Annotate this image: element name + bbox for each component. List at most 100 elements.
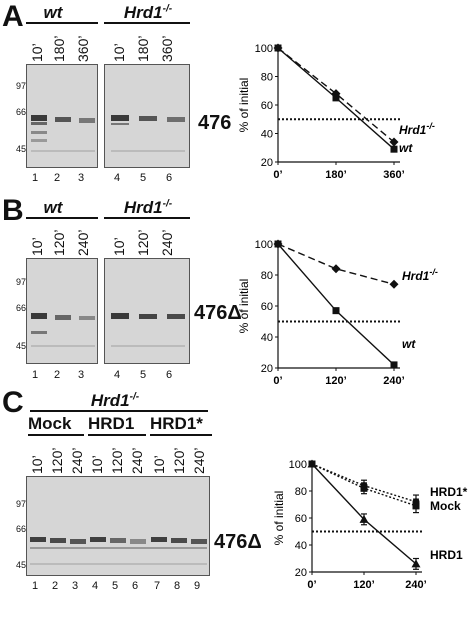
data-point [359, 514, 369, 523]
timepoint-label: 240’ [159, 229, 175, 256]
data-point [390, 361, 398, 369]
data-point [274, 240, 282, 248]
x-tick-label: 0’ [307, 579, 316, 591]
series-label: Mock [430, 499, 461, 513]
chart-b: 100 80 60 40 200’ 120’ 240’ % of initial Hrd1-/-… [237, 239, 438, 387]
timepoint-label: 10’ [29, 455, 45, 474]
x-tick-label: 240’ [383, 375, 404, 387]
series-label: wt [399, 141, 413, 155]
gel-image-b-wt [26, 258, 98, 364]
series-label: Hrd1-/- [399, 121, 435, 137]
construct-label-a: 476 [198, 112, 232, 134]
lane-number: 6 [165, 172, 173, 184]
lane-number: 4 [91, 580, 99, 592]
timepoint-label: 120’ [171, 447, 187, 474]
data-point [331, 264, 341, 274]
y-tick-label: 40 [261, 332, 273, 344]
chart-c: 100 80 60 40 200’ 120’ 240’ % of initial HRD1*Mo… [272, 459, 468, 591]
timepoint-label: 180’ [135, 35, 151, 62]
timepoint-label: 10’ [151, 455, 167, 474]
lane-number: 1 [31, 172, 39, 184]
y-axis-label: % of initial [237, 279, 251, 334]
y-tick-label: 80 [295, 486, 307, 498]
data-point [274, 44, 282, 52]
data-point [332, 94, 340, 102]
underline-hrd1-b [104, 217, 190, 219]
series-line [277, 47, 395, 143]
panel-letter-c: C [2, 386, 24, 419]
timepoint-label: 120’ [49, 447, 65, 474]
lane-number: 1 [31, 369, 39, 381]
lane-number: 3 [71, 580, 79, 592]
lane-number: 2 [53, 172, 61, 184]
y-tick-label: 80 [261, 270, 273, 282]
timepoint-label: 10’ [29, 43, 45, 62]
lane-number: 5 [111, 580, 119, 592]
mw-marker: 66 [15, 107, 26, 117]
panel-letter-b: B [2, 194, 24, 227]
y-tick-label: 20 [261, 363, 273, 375]
y-tick-label: 20 [295, 567, 307, 579]
timepoint-label: 10’ [111, 237, 127, 256]
data-point [307, 459, 317, 468]
mw-marker: 97 [15, 277, 26, 287]
condition-hrd1-star: HRD1* [150, 414, 203, 433]
mw-marker: 45 [15, 144, 26, 154]
x-tick-label: 360’ [383, 169, 404, 181]
x-tick-label: 120’ [325, 375, 346, 387]
mw-marker: 45 [15, 560, 26, 570]
lane-number: 5 [139, 172, 147, 184]
series-label: Hrd1-/- [402, 267, 438, 283]
data-point [332, 307, 340, 315]
genotype-hrd1-a: Hrd1-/- [123, 3, 173, 22]
timepoint-label: 10’ [89, 455, 105, 474]
timepoint-label: 120’ [135, 229, 151, 256]
y-tick-label: 100 [255, 43, 273, 55]
data-point [411, 559, 421, 568]
y-tick-label: 60 [261, 100, 273, 112]
data-point [390, 145, 398, 153]
chart-a: 100 80 60 40 200’ 180’ 360’ % of initial Hrd1-/-… [237, 43, 435, 181]
underline-mock [28, 434, 84, 436]
y-tick-label: 40 [261, 129, 273, 141]
mw-marker: 66 [15, 303, 26, 313]
lane-number: 2 [53, 369, 61, 381]
genotype-wt-a: wt [43, 3, 63, 22]
series-label: HRD1* [430, 485, 468, 499]
timepoint-label: 360’ [159, 35, 175, 62]
underline-hrd1-a [104, 22, 190, 24]
mw-marker: 45 [15, 341, 26, 351]
condition-hrd1: HRD1 [88, 414, 135, 433]
series-line [277, 243, 395, 285]
gel-image-a-wt [26, 64, 98, 168]
data-point [389, 137, 399, 147]
y-axis-label: % of initial [272, 491, 286, 546]
gel-image-a-hrd1 [104, 64, 190, 168]
mw-marker: 97 [15, 81, 26, 91]
timepoint-label: 360’ [75, 35, 91, 62]
timepoint-label: 120’ [51, 229, 67, 256]
underline-hrd1-star [150, 434, 212, 436]
panel-letter-a: A [2, 0, 24, 33]
series-label: HRD1 [430, 548, 463, 562]
condition-mock: Mock [28, 414, 72, 433]
lane-number: 9 [193, 580, 201, 592]
lane-number: 3 [77, 369, 85, 381]
data-point [360, 484, 368, 492]
timepoint-label: 240’ [191, 447, 207, 474]
timepoint-label: 240’ [75, 229, 91, 256]
timepoint-label: 120’ [109, 447, 125, 474]
underline-wt-a [26, 22, 98, 24]
x-tick-label: 240’ [405, 579, 426, 591]
lane-number: 4 [113, 172, 121, 184]
x-tick-label: 0’ [273, 375, 282, 387]
underline-hrd1 [88, 434, 146, 436]
series-line [277, 243, 395, 366]
lane-number: 3 [77, 172, 85, 184]
lane-number: 6 [165, 369, 173, 381]
y-tick-label: 40 [295, 540, 307, 552]
lane-number: 2 [51, 580, 59, 592]
data-point [389, 279, 399, 289]
lane-number: 4 [113, 369, 121, 381]
y-axis-label: % of initial [237, 78, 251, 133]
